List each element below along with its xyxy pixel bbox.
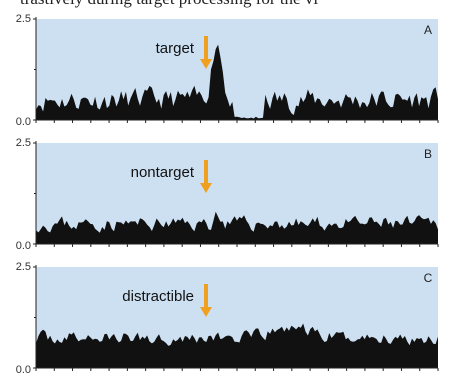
y-tick-label: 2.5 [16,137,31,149]
signal-area-b [36,211,438,244]
y-tick-label: 2.5 [16,261,31,273]
panel-annotation: distractible [122,288,194,305]
signal-area-a [36,44,438,120]
orange-arrow-head [200,59,212,69]
y-tick-label: 0.0 [16,364,31,374]
y-tick-label: 0.0 [16,116,31,128]
y-tick-label: 2.5 [16,13,31,25]
orange-arrow-head [200,307,212,317]
panel-letter: A [424,23,432,37]
caption-text: trastively during target processing for … [20,0,449,9]
signal-area-c [36,323,438,368]
y-tick-label: 0.0 [16,240,31,252]
panel-letter: B [424,147,432,161]
panel-letter: C [424,271,433,285]
panel-annotation: nontarget [131,164,195,181]
panel-annotation: target [156,40,195,57]
orange-arrow-head [200,183,212,193]
